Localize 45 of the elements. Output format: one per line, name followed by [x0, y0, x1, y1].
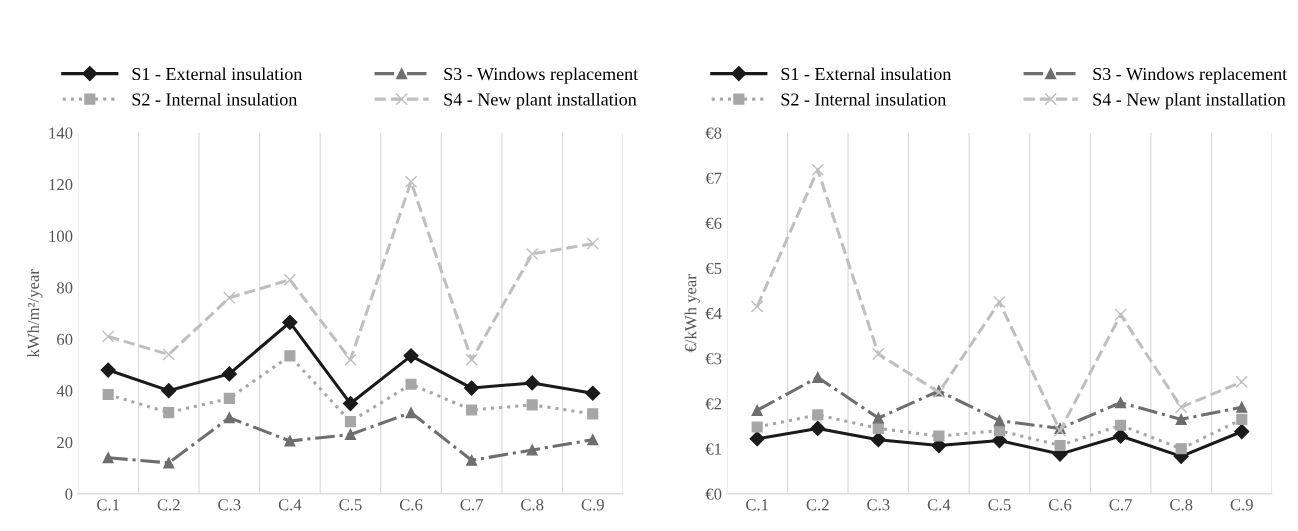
x-tick-label: C.3 [218, 499, 241, 511]
y-tick-label: €6 [705, 217, 722, 229]
y-tick-label: €8 [705, 127, 722, 139]
y-tick-label: €3 [705, 353, 722, 365]
legend-label: S4 - New plant installation [444, 92, 637, 110]
x-tick-label: C.4 [278, 499, 302, 511]
x-tick-label: C.6 [1048, 499, 1072, 511]
y-axis-title: €/kWh year [684, 274, 700, 353]
y-tick-label: 120 [49, 179, 73, 191]
x-tick-label: C.7 [1109, 499, 1132, 511]
legend-label: S2 - Internal insulation [132, 92, 298, 106]
y-axis-title: kWh/m²/year [27, 269, 43, 358]
y-tick-label: €5 [705, 262, 722, 275]
y-tick-label: 100 [49, 230, 73, 242]
legend-label: S1 - External insulation [132, 67, 303, 81]
legend-label: S3 - Windows replacement [444, 67, 639, 84]
y-tick-label: 60 [57, 333, 73, 346]
y-tick-label: 20 [57, 436, 73, 449]
legend-label: S1 - External insulation [781, 67, 952, 81]
x-tick-label: C.6 [399, 499, 423, 511]
legend-label: S2 - Internal insulation [781, 92, 947, 106]
x-tick-label: C.2 [157, 499, 180, 511]
y-tick-label: €2 [705, 398, 722, 410]
y-tick-label: €7 [705, 172, 722, 184]
x-tick-label: C.4 [927, 499, 951, 511]
legend-label: S4 - New plant installation [1093, 92, 1286, 110]
y-tick-label: 0 [65, 488, 73, 500]
y-tick-label: €0 [705, 488, 722, 500]
x-tick-label: C.8 [1170, 499, 1193, 511]
x-tick-label: C.9 [1230, 499, 1253, 511]
y-tick-label: 80 [56, 282, 73, 294]
y-tick-label: 140 [49, 127, 73, 139]
legend-label: S3 - Windows replacement [1093, 67, 1288, 84]
y-tick-label: €4 [705, 308, 722, 320]
x-tick-label: C.3 [867, 499, 890, 511]
x-tick-label: C.1 [97, 499, 119, 511]
x-tick-label: C.8 [521, 499, 544, 511]
x-tick-label: C.5 [339, 499, 362, 511]
x-tick-label: C.9 [581, 499, 604, 511]
x-tick-label: C.5 [988, 499, 1011, 511]
x-tick-label: C.7 [460, 499, 483, 511]
x-tick-label: C.1 [746, 499, 768, 511]
y-tick-label: €1 [705, 443, 722, 455]
x-tick-label: C.2 [806, 499, 829, 511]
y-tick-label: 40 [56, 385, 73, 397]
